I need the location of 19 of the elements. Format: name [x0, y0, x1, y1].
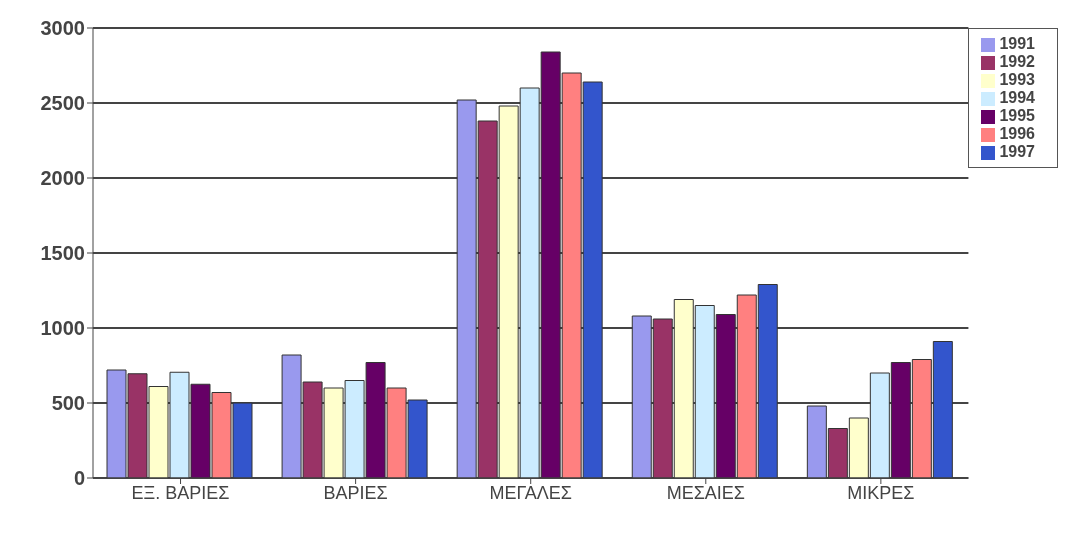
x-tick-label: ΜΕΓΑΛΕΣ — [489, 482, 572, 503]
y-tick-label: 0 — [73, 467, 85, 490]
y-tick-label: 1500 — [40, 242, 85, 265]
x-tick-label: ΜΙΚΡΕΣ — [847, 482, 915, 503]
legend-label: 1992 — [999, 53, 1035, 70]
y-tick-label: 2000 — [40, 167, 85, 190]
x-tick-label: ΜΕΣΑΙΕΣ — [666, 482, 745, 503]
legend-label: 1997 — [999, 143, 1035, 160]
y-tick-label: 3000 — [40, 17, 85, 40]
y-tick-label: 2500 — [40, 92, 85, 115]
legend-label: 1993 — [999, 71, 1035, 88]
legend-label: 1995 — [999, 107, 1035, 124]
legend-label: 1994 — [999, 89, 1035, 106]
x-tick-label: ΒΑΡΙΕΣ — [323, 482, 388, 503]
legend-label: 1996 — [999, 125, 1035, 142]
legend-label: 1991 — [999, 35, 1035, 52]
y-tick-label: 1000 — [40, 317, 85, 340]
y-tick-label: 500 — [51, 392, 85, 415]
x-tick-label: ΕΞ. ΒΑΡΙΕΣ — [131, 482, 230, 503]
